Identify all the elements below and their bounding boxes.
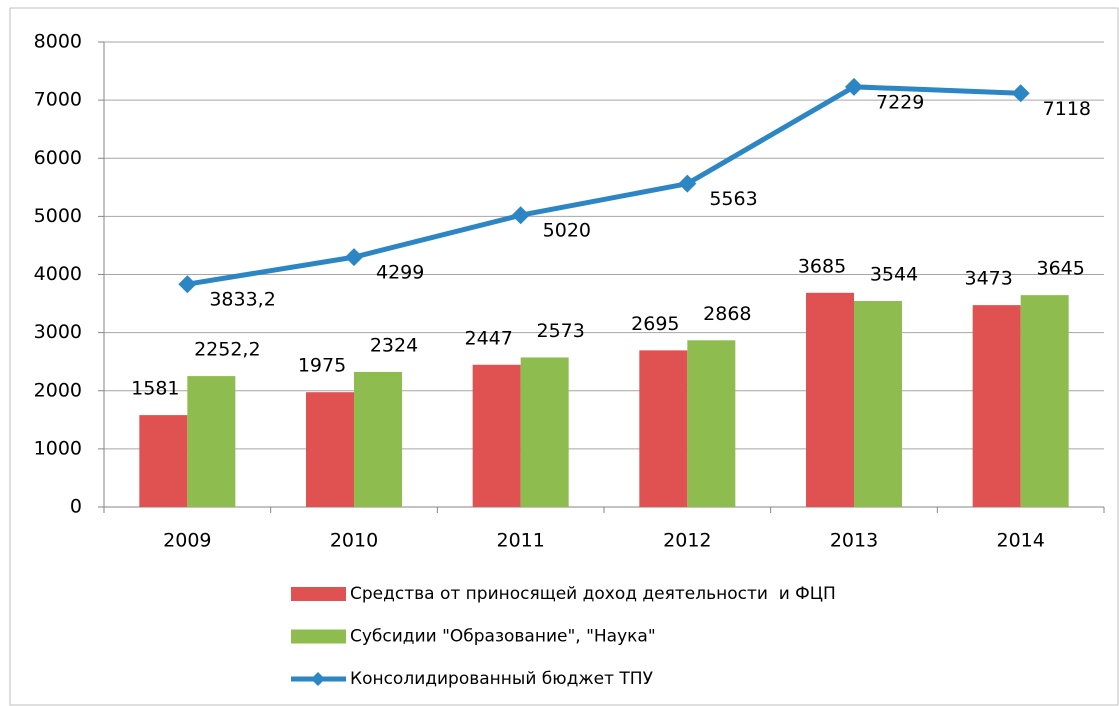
x-tick-label: 2009 xyxy=(163,530,211,552)
y-tick-label: 3000 xyxy=(34,321,82,343)
line-label: 3833,2 xyxy=(209,289,275,311)
bar-label: 2695 xyxy=(631,313,679,335)
bar xyxy=(139,415,188,507)
line xyxy=(186,84,1021,287)
bar xyxy=(306,392,354,507)
line-marker xyxy=(178,275,197,294)
line-marker xyxy=(845,77,863,96)
x-tick-label: 2010 xyxy=(330,530,378,552)
x-tick-label: 2011 xyxy=(496,530,544,552)
bar xyxy=(472,364,521,507)
legend-label: Консолидированный бюджет ТПУ xyxy=(350,669,654,689)
line-marker xyxy=(1011,84,1030,103)
bar-label: 2324 xyxy=(370,334,418,356)
bar-label: 2447 xyxy=(464,327,512,349)
y-tick-label: 8000 xyxy=(34,31,82,53)
bar-label: 3685 xyxy=(798,255,846,277)
y-tick-label: 7000 xyxy=(34,89,82,111)
legend-label: Средства от приносящей доход деятельност… xyxy=(350,584,836,604)
bar-label: 3473 xyxy=(964,268,1012,290)
line-label: 7229 xyxy=(876,91,924,113)
bar xyxy=(1020,295,1069,507)
bar xyxy=(354,371,402,507)
legend-swatch xyxy=(291,629,346,644)
bar-label: 3645 xyxy=(1036,258,1084,280)
chart-frame xyxy=(9,7,1119,706)
line-marker xyxy=(511,206,530,225)
bar-label: 1975 xyxy=(298,355,346,377)
bar xyxy=(187,376,236,507)
x-tick-label: 2014 xyxy=(996,530,1044,552)
y-tick-label: 5000 xyxy=(34,205,82,227)
bar xyxy=(972,305,1021,507)
line-label: 4299 xyxy=(376,262,424,284)
bar xyxy=(687,340,736,507)
y-tick-label: 4000 xyxy=(34,263,82,285)
x-tick-label: 2012 xyxy=(663,530,711,552)
bar xyxy=(639,350,688,507)
y-tick-label: 6000 xyxy=(34,147,82,169)
line-label: 5563 xyxy=(709,188,757,210)
bar xyxy=(854,301,902,507)
bar-label: 2868 xyxy=(703,303,751,325)
y-tick-label: 1000 xyxy=(34,437,82,459)
line-label: 5020 xyxy=(543,220,591,242)
line-marker xyxy=(678,174,697,193)
bar xyxy=(520,357,569,507)
line-marker xyxy=(345,248,363,267)
x-tick-label: 2013 xyxy=(830,530,878,552)
y-tick-label: 0 xyxy=(70,496,82,518)
legend-label: Субсидии "Образование", "Наука" xyxy=(350,627,656,647)
bar-label: 2573 xyxy=(536,320,584,342)
legend-swatch xyxy=(291,587,346,601)
y-tick-label: 2000 xyxy=(34,379,82,401)
bar-label: 1581 xyxy=(131,378,179,400)
legend-marker xyxy=(311,672,325,686)
bar xyxy=(806,292,854,507)
bar-label: 2252,2 xyxy=(194,339,260,361)
line-label: 7118 xyxy=(1043,98,1091,120)
bar-label: 3544 xyxy=(870,264,918,286)
